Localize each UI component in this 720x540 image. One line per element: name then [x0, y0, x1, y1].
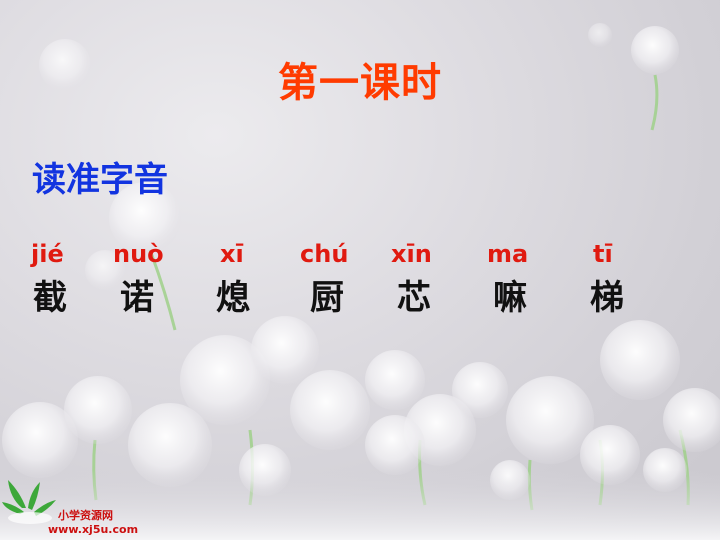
hanzi-5: 芯 — [397, 278, 431, 318]
hanzi-4: 厨 — [310, 278, 344, 318]
site-url: www.xj5u.com — [48, 523, 139, 536]
pinyin-2: nuò — [113, 240, 164, 268]
pinyin-7: tī — [593, 240, 613, 268]
pinyin-6: ma — [487, 240, 529, 268]
hanzi-6: 嘛 — [493, 278, 527, 318]
pinyin-3: xī — [220, 240, 244, 268]
hanzi-7: 梯 — [590, 278, 624, 318]
site-name: 小学资源网 — [58, 509, 113, 522]
pinyin-5: xīn — [391, 240, 432, 268]
pinyin-4: chú — [300, 240, 349, 268]
site-logo-icon — [2, 480, 56, 524]
slide-title: 第一课时 — [278, 60, 442, 106]
hanzi-2: 诺 — [120, 278, 154, 318]
hanzi-3: 熄 — [216, 278, 250, 318]
pinyin-1: jié — [31, 240, 64, 268]
hanzi-1: 截 — [33, 278, 67, 318]
section-heading: 读准字音 — [32, 160, 168, 200]
